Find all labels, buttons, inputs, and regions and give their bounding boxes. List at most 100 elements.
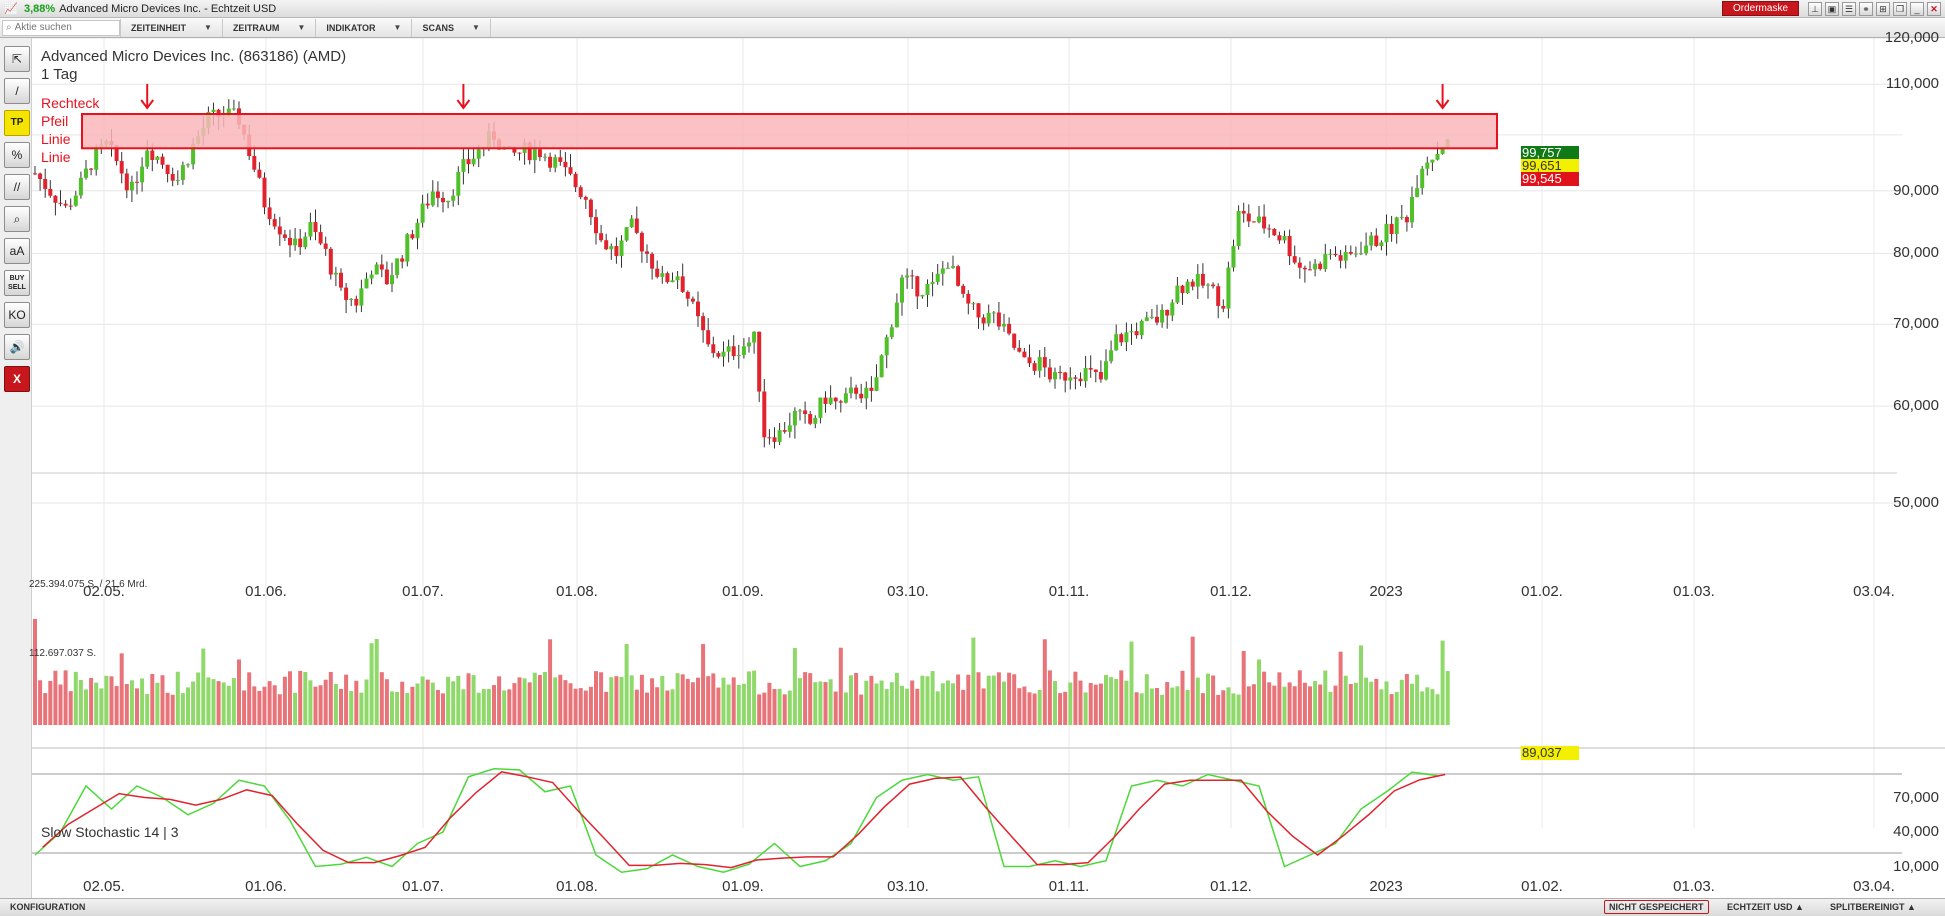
time-axis-label: 01.09. [722, 583, 764, 600]
ko-tool-icon[interactable]: KO [4, 302, 30, 328]
tp-tool-icon[interactable]: TP [4, 110, 30, 136]
candle-up [1002, 323, 1006, 327]
candle-up [777, 430, 782, 442]
volume-bar [252, 686, 257, 725]
volume-bar [961, 689, 966, 725]
volume-bar [956, 674, 961, 725]
candle-up [1257, 216, 1261, 223]
volume-bar [1093, 684, 1098, 725]
candle-up [420, 203, 425, 223]
zoom-tool-icon[interactable]: ⌕ [4, 206, 30, 232]
candle-down [690, 298, 695, 302]
chart-app-icon: 📈 [4, 2, 18, 15]
cursor-tool-icon[interactable]: ⇱ [4, 46, 30, 72]
volume-bar [833, 691, 838, 725]
volume-bar [140, 678, 145, 725]
candle-down [803, 410, 808, 415]
candle-up [94, 148, 99, 170]
not-saved-badge[interactable]: NICHT GESPEICHERT [1604, 900, 1709, 914]
ordermaske-button[interactable]: Ordermaske [1721, 1, 1799, 16]
candle-up [430, 191, 435, 206]
candle-down [384, 269, 389, 285]
link-icon[interactable]: ⚭ [1859, 1, 1873, 16]
menu-label: INDIKATOR [326, 22, 376, 33]
candle-down [1277, 235, 1282, 241]
grid-icon[interactable]: ⊞ [1876, 1, 1890, 16]
candle-down [318, 232, 323, 244]
volume-bar [1053, 681, 1057, 725]
restore-icon[interactable]: ❐ [1893, 1, 1907, 16]
volume-bar [94, 682, 99, 725]
chart-canvas[interactable] [32, 38, 1945, 898]
candle-up [874, 377, 879, 391]
stock-search[interactable]: ⌕ [2, 19, 120, 36]
candle-up [532, 149, 537, 161]
volume-bar [420, 676, 425, 725]
pin-icon[interactable]: ⊥ [1808, 1, 1822, 16]
drawing-label-pfeil[interactable]: Pfeil [41, 113, 69, 129]
volume-bar [461, 689, 466, 725]
volume-bar [221, 682, 226, 725]
close-icon[interactable]: ✕ [1927, 1, 1941, 16]
sound-tool-icon[interactable]: 🔊 [4, 334, 30, 360]
volume-bar [1160, 694, 1165, 725]
candle-down [1022, 351, 1027, 358]
drawing-label-rechteck[interactable]: Rechteck [41, 95, 100, 111]
menu-zeitraum[interactable]: ZEITRAUM ▼ [221, 18, 315, 37]
minimize-icon[interactable]: _ [1910, 1, 1924, 16]
volume-bar [175, 671, 180, 725]
volume-bar [803, 672, 808, 725]
volume-bar [1246, 686, 1251, 725]
volume-bar [1262, 671, 1267, 725]
candle-up [1231, 246, 1236, 268]
text-tool-icon[interactable]: aA [4, 238, 30, 264]
candle-down [1389, 223, 1394, 234]
volume-bar [951, 683, 955, 725]
menu-zeiteinheit[interactable]: ZEITEINHEIT ▼ [120, 18, 222, 37]
menu-scans[interactable]: SCANS ▼ [411, 18, 491, 37]
list-icon[interactable]: ☰ [1842, 1, 1856, 16]
drawing-label-linie[interactable]: Linie [41, 131, 71, 147]
candle-down [645, 251, 649, 254]
volume-bar [1297, 670, 1302, 725]
realtime-usd-toggle[interactable]: ECHTZEIT USD ▲ [1727, 902, 1804, 912]
stochastic-k-line [34, 767, 1438, 874]
percent-tool-icon[interactable]: % [4, 142, 30, 168]
volume-bar [395, 691, 400, 725]
delete-tool-icon[interactable]: X [4, 366, 30, 392]
volume-bar [777, 688, 782, 725]
volume-bar [497, 676, 502, 725]
search-input[interactable] [14, 22, 111, 33]
volume-bar [456, 675, 461, 725]
volume-bar [838, 647, 843, 725]
volume-bar [1129, 641, 1134, 725]
candle-up [369, 274, 374, 279]
buy-sell-tool-icon[interactable]: BUY SELL [4, 270, 30, 296]
volume-bar [604, 691, 609, 725]
volume-bar [711, 673, 716, 725]
candle-up [818, 397, 823, 418]
candle-down [1338, 255, 1343, 261]
volume-bar [1364, 677, 1369, 725]
volume-bar [73, 671, 78, 725]
parallel-lines-tool-icon[interactable]: // [4, 174, 30, 200]
volume-bar [216, 681, 221, 725]
volume-bar [1047, 670, 1052, 725]
window-controls: Ordermaske ⊥ ▣ ☰ ⚭ ⊞ ❐ _ ✕ [1721, 1, 1941, 16]
candle-down [1134, 331, 1139, 336]
candle-down [685, 291, 690, 299]
candle-up [1149, 316, 1154, 318]
copy-icon[interactable]: ▣ [1825, 1, 1839, 16]
chart-area[interactable]: Advanced Micro Devices Inc. (863186) (AM… [29, 29, 1945, 898]
chart-title: Advanced Micro Devices Inc. (863186) (AM… [41, 48, 347, 65]
candle-down [558, 157, 563, 162]
volume-bar [512, 683, 517, 725]
volume-bar [1425, 687, 1430, 725]
line-tool-icon[interactable]: / [4, 78, 30, 104]
split-adjusted-toggle[interactable]: SPLITBEREINIGT ▲ [1830, 902, 1916, 912]
konfiguration-button[interactable]: KONFIGURATION [10, 902, 86, 912]
menu-indikator[interactable]: INDIKATOR ▼ [315, 18, 411, 37]
candle-down [527, 142, 532, 161]
drawing-label-linie[interactable]: Linie [41, 149, 71, 165]
candle-down [578, 187, 583, 198]
